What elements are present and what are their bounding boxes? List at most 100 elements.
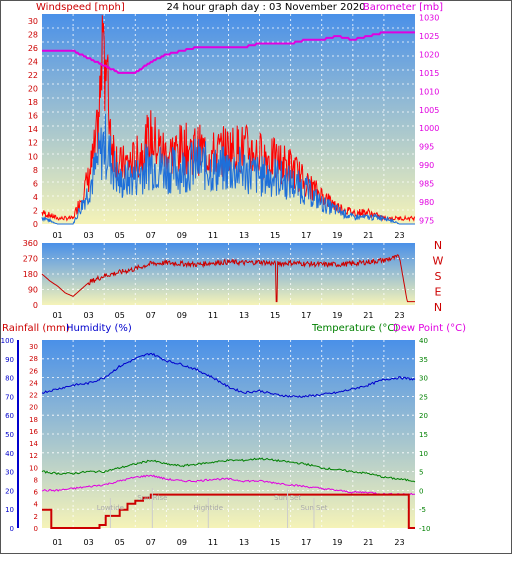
x-tick-label: 17	[301, 231, 311, 240]
humidity-line	[41, 352, 416, 398]
x-tick-label: 21	[363, 231, 373, 240]
x-tick-label: 03	[84, 311, 94, 320]
wind-y-tick-label: 24	[28, 57, 38, 66]
x-tick-label: 13	[239, 231, 249, 240]
x-tick-label: 11	[208, 538, 218, 547]
rain-y-tick-label: 12	[29, 452, 38, 460]
barometer-y-tick-label: 1000	[419, 124, 439, 133]
rain-y-tick-label: 22	[29, 392, 38, 400]
humidity-y-tick-label: 30	[5, 469, 14, 477]
rain-y-tick-label: 6	[34, 489, 39, 497]
sun-event-label: Sun Set	[300, 504, 327, 512]
sun-event-label: Lowtide	[97, 504, 124, 512]
barometer-y-tick-label: 1005	[419, 106, 439, 115]
wind-y-tick-label: 18	[28, 98, 38, 107]
temperature-y-tick-label: 35	[419, 356, 428, 364]
temperature-y-tick-label: 15	[419, 431, 428, 439]
x-tick-label: 23	[394, 231, 404, 240]
barometer-line	[42, 31, 415, 74]
humidity-y-tick-label: 40	[5, 450, 14, 458]
direction-y-tick-label: 360	[23, 239, 38, 248]
temperature-axis-title: Temperature (°C)	[311, 323, 398, 334]
direction-y-tick-label: 270	[23, 255, 38, 264]
barometer-y-tick-label: 1015	[419, 69, 439, 78]
x-tick-label: 09	[177, 311, 187, 320]
wind-y-tick-label: 26	[28, 44, 38, 53]
humidity-y-tick-label: 10	[5, 506, 14, 514]
barometer-y-tick-label: 1020	[419, 51, 439, 60]
direction-y-tick-label: 0	[33, 301, 38, 310]
x-tick-label: 19	[332, 311, 342, 320]
barometer-y-tick-label: 985	[419, 179, 434, 188]
x-tick-label: 11	[208, 231, 218, 240]
temperature-y-tick-label: -10	[419, 525, 430, 533]
humidity-y-tick-label: 90	[5, 356, 14, 364]
x-tick-label: 03	[84, 231, 94, 240]
x-tick-label: 19	[332, 231, 342, 240]
wind-y-tick-label: 4	[33, 193, 38, 202]
rain-y-tick-label: 26	[29, 367, 38, 375]
x-tick-label: 09	[177, 538, 187, 547]
humidity-y-tick-label: 80	[5, 375, 14, 383]
wind-y-tick-label: 8	[33, 166, 38, 175]
sun-event-label: Sun Set	[274, 494, 301, 502]
wind-y-tick-label: 12	[28, 139, 38, 148]
wind-y-tick-label: 22	[28, 71, 38, 80]
temperature-y-tick-label: 20	[419, 412, 428, 420]
rain-y-tick-label: 8	[34, 476, 38, 484]
direction-y-tick-label: 180	[23, 270, 38, 279]
humidity-y-tick-label: 60	[5, 412, 14, 420]
direction-y-tick-label: 90	[28, 286, 38, 295]
temperature-y-tick-label: 10	[419, 450, 428, 458]
rain-y-tick-label: 4	[34, 501, 39, 509]
wind-axis-title: Windspeed [mph]	[36, 2, 125, 13]
rainfall-line	[42, 493, 415, 529]
x-tick-label: 03	[84, 538, 94, 547]
x-tick-label: 09	[177, 231, 187, 240]
wind-y-tick-label: 6	[33, 179, 38, 188]
wind-direction-line	[41, 254, 415, 303]
x-tick-label: 11	[208, 311, 218, 320]
rain-y-tick-label: 2	[34, 513, 38, 521]
humidity-y-tick-label: 50	[5, 431, 14, 439]
rain-axis-title: Rainfall (mm)	[2, 323, 70, 334]
barometer-y-tick-label: 1025	[419, 32, 439, 41]
compass-label: W	[433, 255, 444, 268]
rain-y-tick-label: 0	[34, 525, 38, 533]
x-tick-label: 17	[301, 311, 311, 320]
x-tick-label: 21	[363, 538, 373, 547]
x-tick-label: 07	[146, 538, 156, 547]
wind-y-tick-label: 0	[33, 220, 38, 229]
rain-y-tick-label: 16	[29, 428, 38, 436]
x-tick-label: 01	[52, 311, 62, 320]
barometer-y-tick-label: 980	[419, 198, 434, 207]
x-tick-label: 15	[270, 538, 280, 547]
x-tick-label: 23	[394, 538, 404, 547]
temp-humidity-series: 0102030405060708090100024681012141618202…	[1, 337, 431, 547]
sun-event-label: Hightide	[194, 504, 224, 512]
graph-frame	[0, 0, 512, 554]
wind-y-tick-label: 28	[28, 30, 38, 39]
temperature-line	[41, 457, 416, 483]
compass-label: S	[435, 270, 442, 283]
temperature-y-tick-label: 5	[419, 469, 423, 477]
wind-y-tick-label: 16	[28, 112, 38, 121]
temperature-y-tick-label: -5	[419, 506, 426, 514]
barometer-axis-title: Barometer [mb]	[363, 2, 443, 13]
rain-y-tick-label: 20	[29, 404, 38, 412]
barometer-y-tick-label: 995	[419, 143, 434, 152]
x-tick-label: 01	[52, 231, 62, 240]
rain-y-tick-label: 24	[29, 379, 38, 387]
rain-y-tick-label: 10	[29, 464, 38, 472]
humidity-y-tick-label: 100	[1, 337, 14, 345]
wind-y-tick-label: 30	[28, 17, 38, 26]
compass-label: E	[435, 286, 442, 299]
x-tick-label: 07	[146, 311, 156, 320]
wind-y-tick-label: 14	[28, 125, 38, 134]
x-tick-label: 01	[52, 538, 62, 547]
x-tick-label: 21	[363, 311, 373, 320]
x-tick-label: 13	[239, 311, 249, 320]
dewpoint-line	[41, 474, 416, 496]
